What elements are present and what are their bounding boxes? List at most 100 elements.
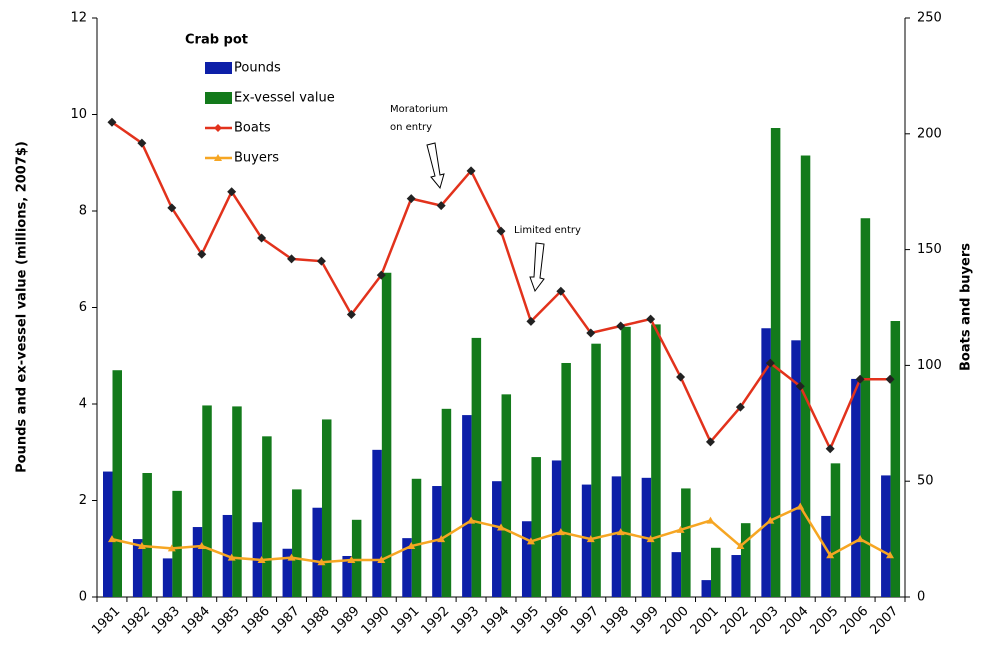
y2-tick-label: 0 xyxy=(917,590,925,605)
y-tick-label: 0 xyxy=(79,590,87,605)
x-tick-label: 1987 xyxy=(269,604,303,638)
legend-label: Buyers xyxy=(234,151,279,166)
bar xyxy=(671,552,682,597)
x-tick-label: 1991 xyxy=(389,604,423,638)
line-marker xyxy=(257,555,266,563)
bar xyxy=(202,405,212,597)
line-marker xyxy=(287,254,297,264)
bar xyxy=(881,475,891,597)
line-marker xyxy=(616,528,625,536)
y2-axis-label: Boats and buyers xyxy=(959,243,974,371)
legend-swatch xyxy=(205,62,232,74)
bar xyxy=(890,321,901,597)
x-tick-label: 1994 xyxy=(478,604,512,638)
x-tick-label: 1984 xyxy=(179,604,213,638)
bar xyxy=(132,539,143,597)
bar xyxy=(112,370,122,597)
bar xyxy=(651,324,661,597)
bar xyxy=(501,394,512,597)
line-marker xyxy=(526,316,536,326)
bar xyxy=(342,555,352,597)
line-marker xyxy=(795,381,805,391)
bar xyxy=(432,486,442,597)
x-tick-label: 1982 xyxy=(119,604,153,638)
line-marker xyxy=(466,166,476,176)
line-marker xyxy=(287,553,296,561)
x-tick-label: 1986 xyxy=(239,604,273,638)
x-tick-label: 1997 xyxy=(568,604,602,638)
bar xyxy=(701,580,712,597)
x-tick-label: 1981 xyxy=(89,604,123,638)
line-marker xyxy=(227,553,236,561)
legend-title: Crab pot xyxy=(185,33,248,48)
line-marker xyxy=(676,525,685,533)
line-marker xyxy=(197,249,207,259)
x-tick-label: 1988 xyxy=(299,604,333,638)
x-tick-label: 2001 xyxy=(688,604,722,638)
line-marker xyxy=(167,203,177,213)
y-tick-label: 4 xyxy=(79,397,87,412)
bar xyxy=(711,547,721,597)
line-marker xyxy=(497,523,505,531)
line-marker xyxy=(705,437,715,447)
annotation-arrow xyxy=(529,242,545,293)
y2-tick-label: 150 xyxy=(917,242,942,257)
bar xyxy=(321,419,332,597)
y2-tick-label: 100 xyxy=(917,358,942,373)
x-tick-label: 1983 xyxy=(149,604,183,638)
line-marker xyxy=(407,542,416,550)
bar xyxy=(611,476,622,597)
x-tick-label: 1998 xyxy=(598,604,632,638)
line-marker xyxy=(496,226,506,236)
bar xyxy=(681,488,691,597)
bar xyxy=(162,558,173,597)
line-marker xyxy=(735,402,745,412)
line-marker xyxy=(467,516,476,524)
line-marker xyxy=(736,542,745,550)
line-marker xyxy=(825,444,835,454)
bar xyxy=(860,218,871,598)
y2-tick-label: 200 xyxy=(917,126,942,141)
bar xyxy=(282,548,293,597)
y-tick-label: 6 xyxy=(79,300,87,315)
line-marker xyxy=(856,535,865,543)
line-marker xyxy=(137,542,146,550)
line-marker xyxy=(257,233,267,243)
bar xyxy=(531,457,541,597)
bar xyxy=(621,326,631,597)
legend-swatch xyxy=(205,92,232,104)
legend-marker xyxy=(214,154,222,161)
bar xyxy=(591,343,601,597)
bar xyxy=(731,555,741,597)
bar xyxy=(411,478,422,597)
line-marker xyxy=(765,358,775,368)
legend-label: Boats xyxy=(234,121,271,136)
y-axis-label: Pounds and ex-vessel value (millions, 20… xyxy=(15,141,30,473)
line-marker xyxy=(706,516,715,524)
annotation: Limited entry xyxy=(514,225,581,236)
x-tick-label: 1985 xyxy=(209,604,243,638)
line-marker xyxy=(107,117,117,127)
bar xyxy=(492,481,502,597)
bar xyxy=(103,471,113,597)
bar xyxy=(142,472,152,597)
legend-label: Pounds xyxy=(234,61,281,76)
x-tick-label: 1996 xyxy=(538,604,572,638)
line-marker xyxy=(107,535,116,543)
bar xyxy=(441,408,452,597)
line-marker xyxy=(646,314,656,324)
line-marker xyxy=(556,286,566,296)
bar xyxy=(830,463,841,597)
bar xyxy=(761,328,771,597)
line-marker xyxy=(586,535,595,543)
line-marker xyxy=(137,138,147,148)
x-tick-label: 1995 xyxy=(508,604,542,638)
line-marker xyxy=(616,321,626,331)
y-tick-label: 8 xyxy=(79,204,87,219)
x-tick-label: 1993 xyxy=(448,604,482,638)
line-marker xyxy=(855,374,865,384)
legend-marker xyxy=(214,124,222,132)
bar xyxy=(292,489,302,597)
bar xyxy=(800,155,811,597)
x-tick-label: 2002 xyxy=(718,604,752,638)
